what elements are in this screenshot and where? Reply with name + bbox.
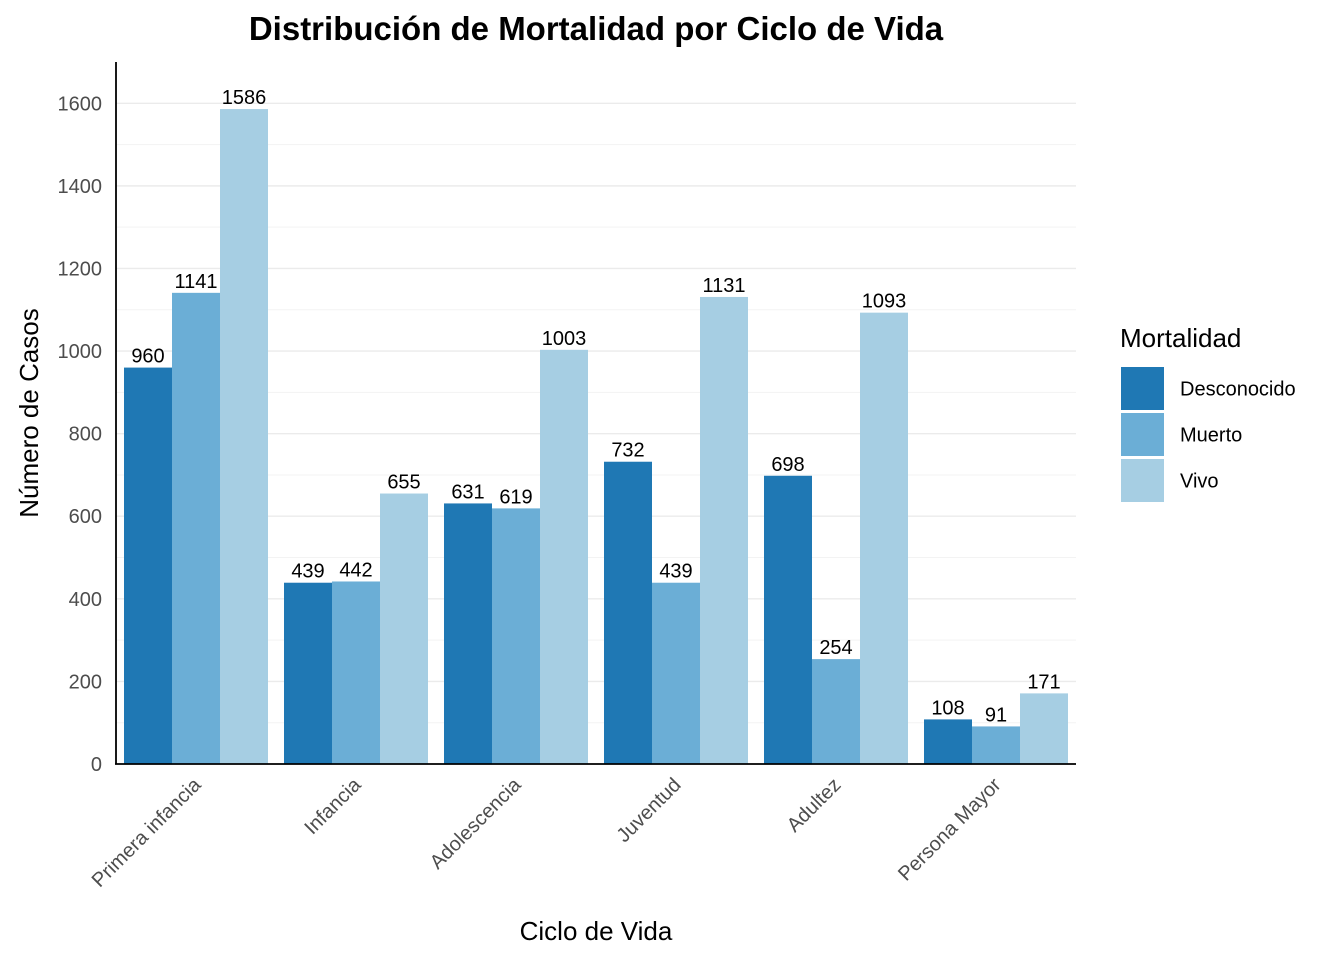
bar-desconocido-2 — [284, 582, 332, 764]
bar-desconocido-1 — [124, 367, 172, 764]
x-tick-label: Adultez — [783, 774, 846, 837]
bar-vivo-2 — [380, 493, 428, 764]
data-label: 91 — [985, 704, 1007, 726]
bar-vivo-1 — [220, 109, 268, 764]
data-label: 171 — [1027, 671, 1060, 693]
data-label: 1141 — [174, 271, 217, 293]
x-tick-label: Persona Mayor — [894, 774, 1006, 886]
bar-muerto-6 — [972, 726, 1020, 764]
y-axis-title: Número de Casos — [14, 308, 44, 518]
bar-muerto-4 — [652, 582, 700, 764]
bar-desconocido-6 — [924, 719, 972, 764]
legend-title: Mortalidad — [1120, 323, 1241, 353]
x-tick-labels: Primera infancia Infancia Adolescencia Juve… — [88, 773, 1006, 891]
legend-label: Muerto — [1180, 425, 1242, 447]
y-tick-label: 1600 — [58, 93, 103, 115]
x-tick-label: Juventud — [613, 774, 686, 847]
y-tick-label: 0 — [91, 754, 102, 776]
data-label: 439 — [659, 561, 692, 583]
y-tick-label: 400 — [69, 589, 102, 611]
data-label: 1586 — [222, 87, 267, 109]
bar-muerto-1 — [172, 292, 220, 764]
legend-key-desconocido — [1121, 367, 1164, 410]
legend-items: Desconocido Muerto Vivo — [1121, 367, 1296, 502]
bar-vivo-5 — [860, 312, 908, 764]
data-label: 439 — [291, 561, 324, 583]
bar-muerto-3 — [492, 508, 540, 764]
data-label: 655 — [387, 472, 420, 494]
y-tick-label: 200 — [69, 671, 102, 693]
y-tick-labels: 0 200 400 600 800 1000 1200 1400 1600 — [58, 93, 103, 776]
data-label: 254 — [819, 637, 852, 659]
y-tick-label: 800 — [69, 424, 102, 446]
data-label: 442 — [339, 559, 372, 581]
data-label: 619 — [499, 486, 532, 508]
legend: Mortalidad Desconocido Muerto Vivo — [1120, 323, 1296, 502]
gridlines — [116, 102, 1076, 765]
bar-muerto-5 — [812, 659, 860, 764]
axes — [115, 62, 1076, 765]
bar-vivo-6 — [1020, 693, 1068, 764]
bar-vivo-4 — [700, 296, 748, 764]
bar-desconocido-3 — [444, 503, 492, 764]
x-axis-title: Ciclo de Vida — [520, 916, 673, 946]
bar-desconocido-4 — [604, 461, 652, 764]
data-label: 732 — [611, 440, 644, 462]
data-label: 1131 — [702, 275, 745, 297]
x-tick-label: Primera infancia — [88, 773, 206, 891]
bar-muerto-2 — [332, 581, 380, 764]
y-tick-label: 1000 — [58, 341, 103, 363]
bar-desconocido-5 — [764, 475, 812, 764]
legend-key-vivo — [1121, 459, 1164, 502]
data-label: 1003 — [542, 328, 587, 350]
data-label: 698 — [771, 454, 804, 476]
legend-label: Desconocido — [1180, 379, 1296, 401]
data-label: 108 — [931, 697, 964, 719]
data-label: 960 — [131, 346, 164, 368]
bar-vivo-3 — [540, 349, 588, 764]
data-label: 1093 — [862, 291, 907, 313]
data-labels: 960 1141 1586 439 442 655 631 619 1003 732 439 1131… — [131, 87, 1060, 726]
x-tick-label: Adolescencia — [426, 773, 526, 873]
legend-label: Vivo — [1180, 471, 1219, 493]
data-label: 631 — [451, 481, 484, 503]
y-tick-label: 600 — [69, 506, 102, 528]
x-tick-label: Infancia — [300, 773, 366, 839]
bars — [124, 109, 1068, 764]
legend-key-muerto — [1121, 413, 1164, 456]
y-tick-label: 1400 — [58, 176, 103, 198]
chart-title: Distribución de Mortalidad por Ciclo de … — [249, 10, 944, 47]
y-tick-label: 1200 — [58, 258, 103, 280]
